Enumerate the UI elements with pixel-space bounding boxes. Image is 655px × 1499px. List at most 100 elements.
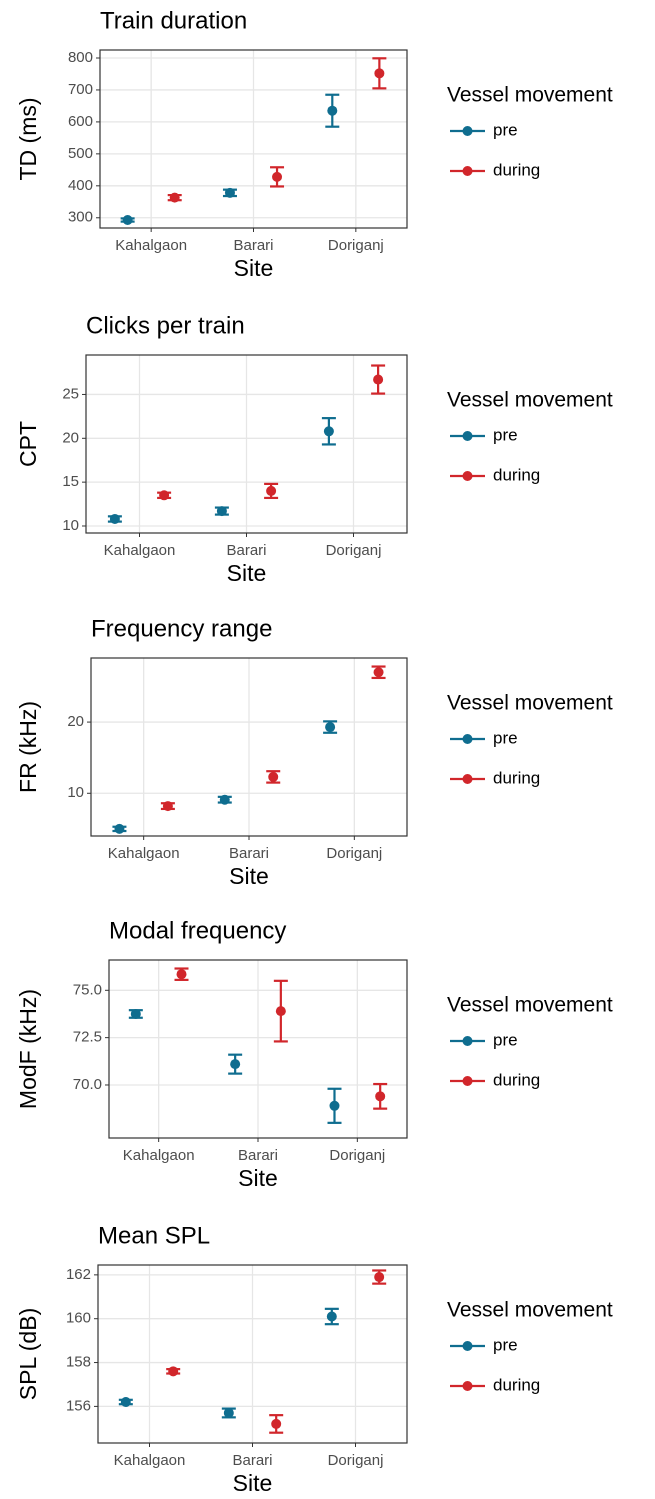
x-tick-label: Kahalgaon — [115, 237, 187, 254]
chart-title: Clicks per train — [86, 312, 245, 339]
point — [268, 771, 279, 782]
legend-label: during — [493, 768, 540, 787]
legend-dot — [462, 1076, 473, 1086]
plot-border — [108, 959, 408, 1139]
x-tick-label: Barari — [229, 845, 269, 862]
point — [122, 215, 133, 226]
legend-dot — [462, 166, 473, 176]
point — [272, 171, 283, 182]
chart-title: Mean SPL — [98, 1222, 210, 1249]
x-tick-label: Barari — [238, 1147, 278, 1164]
point — [224, 187, 235, 198]
legend-dot — [462, 1341, 473, 1351]
plot-border — [90, 657, 408, 837]
legend-dot — [462, 774, 473, 784]
x-tick-label: Doriganj — [326, 542, 382, 559]
x-tick-label: Kahalgaon — [104, 542, 176, 559]
y-tick-label: 158 — [66, 1354, 91, 1371]
point — [329, 1100, 340, 1111]
x-axis-title: Site — [229, 863, 269, 889]
legend-label: during — [493, 1070, 540, 1089]
y-axis-title: TD (ms) — [15, 97, 41, 180]
point — [271, 1418, 282, 1429]
x-axis-title: Site — [227, 560, 267, 586]
x-tick-label: Doriganj — [328, 1452, 384, 1469]
x-tick-label: Barari — [232, 1452, 272, 1469]
y-tick-label: 300 — [68, 209, 93, 226]
point — [114, 823, 125, 834]
legend-label: pre — [493, 425, 518, 444]
legend-title: Vessel movement — [447, 84, 613, 107]
point — [169, 192, 180, 203]
point — [109, 513, 120, 524]
legend-dot — [462, 431, 473, 441]
legend-label: pre — [493, 1030, 518, 1049]
y-tick-label: 20 — [67, 713, 84, 730]
y-tick-label: 15 — [62, 473, 79, 490]
x-tick-label: Kahalgaon — [108, 845, 180, 862]
legend-dot — [462, 734, 473, 744]
x-axis-title: Site — [234, 255, 274, 281]
plot-border — [99, 49, 408, 229]
legend-label: during — [493, 1375, 540, 1394]
y-tick-label: 400 — [68, 177, 93, 194]
point — [374, 68, 385, 79]
y-tick-label: 20 — [62, 429, 79, 446]
y-axis-title: ModF (kHz) — [15, 989, 41, 1109]
x-tick-label: Kahalgaon — [123, 1147, 195, 1164]
legend-label: during — [493, 160, 540, 179]
point — [275, 1006, 286, 1017]
y-tick-label: 70.0 — [73, 1076, 102, 1093]
legend-label: pre — [493, 728, 518, 747]
legend-title: Vessel movement — [447, 994, 613, 1017]
legend-title: Vessel movement — [447, 389, 613, 412]
x-tick-label: Doriganj — [328, 237, 384, 254]
y-axis-title: FR (kHz) — [15, 701, 41, 793]
y-tick-label: 160 — [66, 1310, 91, 1327]
point — [168, 1366, 179, 1377]
y-axis-title: CPT — [15, 421, 41, 467]
y-tick-label: 600 — [68, 113, 93, 130]
x-tick-label: Doriganj — [329, 1147, 385, 1164]
y-tick-label: 10 — [62, 517, 79, 534]
point — [159, 490, 170, 501]
point — [266, 485, 277, 496]
legend-dot — [462, 126, 473, 136]
point — [223, 1407, 234, 1418]
point — [374, 1272, 385, 1283]
point — [327, 105, 338, 116]
point — [326, 1311, 337, 1322]
point — [230, 1059, 241, 1070]
plot-border — [97, 1264, 408, 1444]
legend-title: Vessel movement — [447, 1299, 613, 1322]
y-tick-label: 75.0 — [73, 981, 102, 998]
y-axis-title: SPL (dB) — [15, 1308, 41, 1400]
x-axis-title: Site — [238, 1165, 278, 1191]
y-tick-label: 156 — [66, 1397, 91, 1414]
chart-title: Frequency range — [91, 615, 272, 642]
y-tick-label: 10 — [67, 784, 84, 801]
y-tick-label: 500 — [68, 145, 93, 162]
legend-dot — [462, 1381, 473, 1391]
y-tick-label: 800 — [68, 49, 93, 66]
chart-title: Modal frequency — [109, 917, 286, 944]
x-tick-label: Doriganj — [326, 845, 382, 862]
point — [176, 969, 187, 980]
x-axis-title: Site — [233, 1470, 273, 1496]
x-tick-label: Barari — [233, 237, 273, 254]
y-tick-label: 162 — [66, 1266, 91, 1283]
legend-label: pre — [493, 120, 518, 139]
point — [323, 426, 334, 437]
y-tick-label: 72.5 — [73, 1029, 102, 1046]
point — [375, 1091, 386, 1102]
legend-dot — [462, 1036, 473, 1046]
point — [219, 794, 230, 805]
point — [373, 667, 384, 678]
x-tick-label: Barari — [226, 542, 266, 559]
point — [162, 801, 173, 812]
legend-dot — [462, 471, 473, 481]
point — [373, 374, 384, 385]
y-tick-label: 25 — [62, 385, 79, 402]
plot-border — [85, 354, 408, 534]
